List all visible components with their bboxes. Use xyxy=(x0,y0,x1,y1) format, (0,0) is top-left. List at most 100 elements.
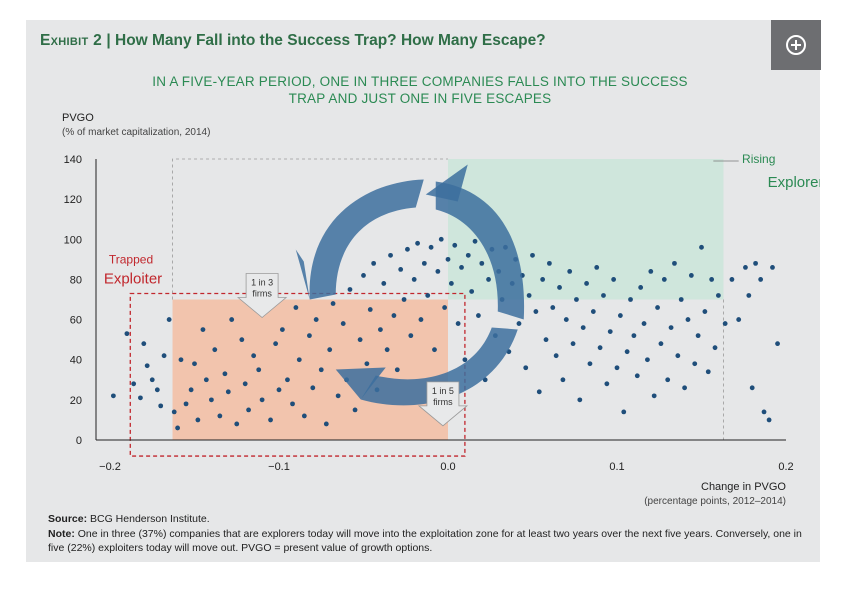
cycle-arrow-upper-left xyxy=(309,179,424,300)
data-point xyxy=(394,367,400,373)
data-point xyxy=(171,409,177,415)
data-point xyxy=(293,305,299,310)
data-point xyxy=(516,321,522,326)
data-point xyxy=(357,337,363,343)
data-point xyxy=(570,341,576,347)
data-point xyxy=(462,357,468,363)
data-point xyxy=(678,297,684,302)
data-point xyxy=(766,417,772,423)
data-point xyxy=(688,273,694,278)
y-tick-label: 20 xyxy=(70,395,82,407)
data-point xyxy=(486,277,491,282)
data-point xyxy=(415,240,420,246)
data-point xyxy=(584,281,589,286)
data-point xyxy=(455,321,461,326)
data-point xyxy=(590,309,596,314)
y-tick-label: 40 xyxy=(70,355,82,367)
data-point xyxy=(574,297,579,302)
data-point xyxy=(658,341,664,347)
data-point xyxy=(614,365,620,371)
data-point xyxy=(452,242,458,248)
data-point xyxy=(273,341,279,347)
trapped-label-bottom: Exploiter xyxy=(104,270,162,287)
data-point xyxy=(682,385,687,391)
data-point xyxy=(705,369,711,375)
data-point xyxy=(692,361,698,367)
data-point xyxy=(259,397,265,403)
chart-subtitle-line-1: IN A FIVE-YEAR PERIOD, ONE IN THREE COMP… xyxy=(152,74,688,89)
data-point xyxy=(699,244,704,250)
data-point xyxy=(384,347,390,353)
data-point xyxy=(638,285,644,290)
data-point xyxy=(634,373,640,379)
data-point xyxy=(361,273,366,278)
data-point xyxy=(327,347,333,353)
data-point xyxy=(307,333,312,339)
data-point xyxy=(411,277,417,282)
data-point xyxy=(330,301,336,306)
cycle-arrow-bottom xyxy=(360,327,518,406)
data-point xyxy=(340,321,346,326)
data-point xyxy=(448,281,454,286)
y-axis-subtitle: (% of market capitalization, 2014) xyxy=(62,127,210,138)
transition-callout-out-line-2: firms xyxy=(433,397,453,407)
data-point xyxy=(550,305,556,310)
data-point xyxy=(563,317,569,322)
x-tick-label: 0.2 xyxy=(778,461,793,473)
data-point xyxy=(203,377,209,383)
data-point xyxy=(234,421,240,427)
data-point xyxy=(141,341,147,347)
data-point xyxy=(607,329,613,335)
data-point xyxy=(530,252,535,258)
data-point xyxy=(567,269,573,274)
data-point xyxy=(442,305,448,310)
data-point xyxy=(310,385,316,391)
data-point xyxy=(540,277,546,282)
data-point xyxy=(761,409,767,415)
source-label: Source: xyxy=(48,513,88,525)
data-point xyxy=(166,317,172,322)
data-point xyxy=(285,377,290,383)
data-point xyxy=(533,309,539,314)
data-point xyxy=(695,333,701,339)
data-point xyxy=(435,269,441,274)
data-point xyxy=(648,269,654,274)
data-point xyxy=(469,289,475,294)
y-tick-label: 120 xyxy=(64,194,82,206)
transition-callout-in-shape xyxy=(236,273,288,319)
expand-button[interactable] xyxy=(771,20,821,70)
data-point xyxy=(624,349,630,355)
exhibit-heading: How Many Fall into the Success Trap? How… xyxy=(115,32,546,49)
data-point xyxy=(445,256,451,262)
data-point xyxy=(418,317,424,322)
data-point xyxy=(229,317,235,322)
data-point xyxy=(175,425,181,431)
data-point xyxy=(347,287,353,292)
data-point xyxy=(391,313,397,318)
data-point xyxy=(479,260,485,266)
pvgo-scatter-chart: −0.2 −0.1 0.0 0.1 0.2 0 20 40 60 80 100 120 140 PVGO (… xyxy=(62,112,820,507)
data-point xyxy=(628,297,633,302)
rising-label-bottom: Explorer xyxy=(768,174,820,191)
data-point xyxy=(318,367,324,373)
data-point xyxy=(209,397,214,403)
data-point xyxy=(665,377,671,383)
data-point xyxy=(323,421,329,427)
source-text: BCG Henderson Institute. xyxy=(90,513,210,525)
cycle-arrow-right xyxy=(435,181,525,320)
data-point xyxy=(401,297,407,302)
data-point xyxy=(352,407,358,413)
data-point xyxy=(246,407,251,413)
data-point xyxy=(661,277,667,282)
source-line: Source: BCG Henderson Institute. xyxy=(48,513,210,525)
data-point xyxy=(672,260,677,266)
data-point xyxy=(192,361,197,367)
data-point xyxy=(749,385,755,391)
exhibit-title: Exhibit 2 | How Many Fall into the Succe… xyxy=(40,32,546,50)
data-point xyxy=(775,341,780,347)
data-point xyxy=(438,236,444,242)
data-point xyxy=(655,305,660,310)
data-point xyxy=(736,317,742,322)
data-point xyxy=(268,417,273,423)
